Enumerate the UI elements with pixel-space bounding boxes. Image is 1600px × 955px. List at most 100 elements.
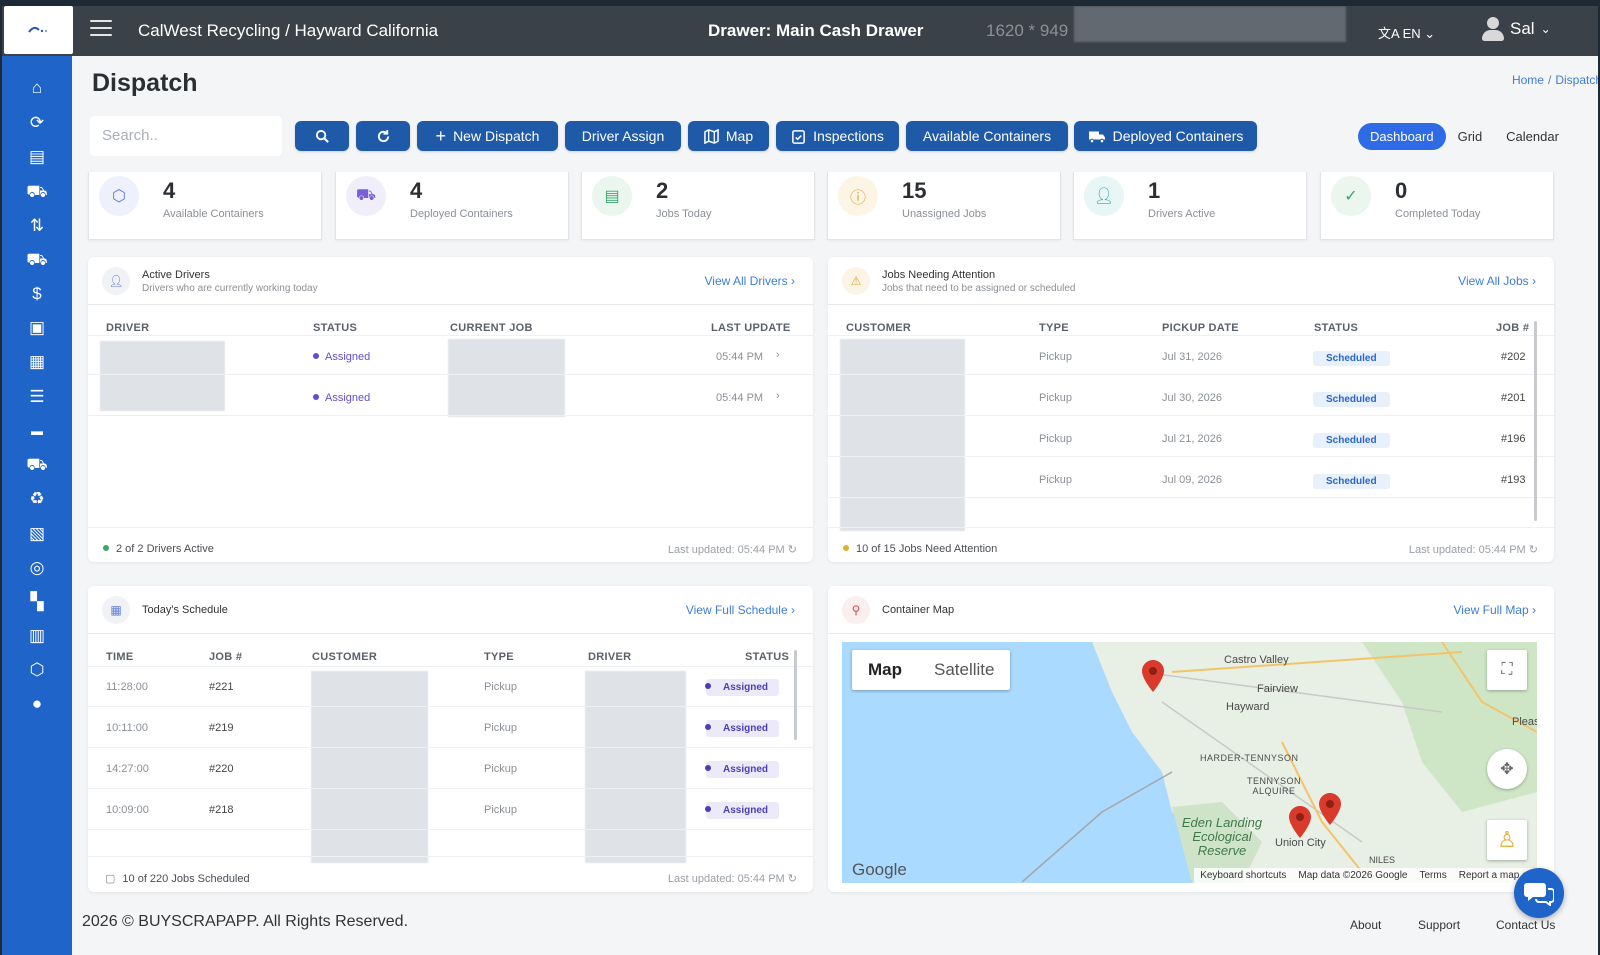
panel-header: ⚠ Jobs Needing Attention Jobs that need … [828, 257, 1554, 305]
map-marker-icon[interactable] [1142, 660, 1164, 692]
pegman-icon[interactable]: ♙ [1487, 820, 1527, 860]
redacted-driver-names [100, 341, 225, 411]
stat-value: 1 [1148, 178, 1161, 203]
job-type: Pickup [484, 763, 518, 775]
recycle-icon[interactable]: ♻ [29, 489, 45, 508]
column-header: PICKUP DATE [1162, 322, 1239, 334]
job-number: #221 [209, 681, 234, 693]
job-type: Pickup [1039, 392, 1073, 404]
user-icon[interactable]: ● [31, 694, 43, 713]
column-header: LAST UPDATE [711, 322, 791, 334]
map-marker-icon[interactable] [1289, 806, 1311, 838]
map-label: Fairview [1257, 683, 1298, 695]
dashboard-icon[interactable]: ▚ [30, 592, 44, 611]
map-marker-icon[interactable] [1319, 793, 1341, 825]
pickup-date: Jul 31, 2026 [1162, 351, 1222, 363]
available-containers-button[interactable]: Available Containers [906, 121, 1068, 151]
trailer-icon[interactable]: ▬ [31, 424, 43, 438]
search-input[interactable]: Search.. [90, 116, 282, 156]
inspections-button[interactable]: Inspections [776, 121, 899, 151]
job-type: Pickup [484, 722, 518, 734]
view-full-map-link[interactable]: View Full Map › [1453, 603, 1536, 617]
stat-value: 2 [656, 178, 669, 203]
keyboard-shortcuts-link[interactable]: Keyboard shortcuts [1200, 870, 1287, 881]
column-header: STATUS [313, 322, 358, 334]
map-label: HARDER-TENNYSON [1200, 753, 1299, 763]
terms-link[interactable]: Terms [1419, 870, 1447, 881]
receipt-icon[interactable]: ▤ [28, 147, 46, 166]
driver-assign-label: Driver Assign [581, 128, 665, 144]
status-badge: Assigned [705, 720, 780, 737]
invoice-icon[interactable]: $ [32, 284, 42, 303]
report-map-error-link[interactable]: Report a map er [1458, 870, 1531, 881]
panel-header: ⚲ Container Map View Full Map › [828, 586, 1554, 634]
view-dashboard[interactable]: Dashboard [1358, 123, 1446, 150]
new-dispatch-button[interactable]: + New Dispatch [417, 121, 558, 151]
column-header: JOB # [1496, 322, 1530, 334]
panel-title: Today's Schedule [142, 604, 228, 616]
job-type: Pickup [1039, 351, 1073, 363]
deployed-containers-button[interactable]: Deployed Containers [1074, 121, 1257, 151]
inspections-label: Inspections [813, 128, 884, 144]
truck-moving-icon[interactable]: ⛟ [26, 455, 48, 474]
chat-button[interactable] [1514, 868, 1564, 918]
panel-title: Container Map [882, 604, 955, 616]
sliders-icon[interactable]: ☰ [29, 387, 45, 406]
user-menu[interactable]: Sal ⌄ [1482, 17, 1551, 41]
last-updated: Last updated: 05:44 PM ↻ [1408, 544, 1538, 556]
breadcrumb-home[interactable]: Home [1511, 73, 1544, 87]
column-header: STATUS [745, 651, 790, 663]
box-icon: ⬡ [99, 176, 139, 216]
view-grid[interactable]: Grid [1457, 129, 1483, 144]
support-link[interactable]: Support [1418, 918, 1461, 932]
home-icon[interactable]: ⌂ [31, 78, 43, 97]
stat-value: 4 [163, 178, 176, 203]
refresh-icon: ↻ [1528, 544, 1538, 556]
satellite-tab[interactable]: Satellite [934, 660, 995, 679]
drawer-title: Drawer: Main Cash Drawer [708, 21, 924, 40]
view-toggle: Dashboard Grid Calendar [1358, 122, 1571, 151]
forklift-icon[interactable]: ⛟ [26, 182, 48, 201]
table-icon[interactable]: ▦ [28, 352, 46, 371]
chevron-down-icon: ⌄ [1420, 26, 1436, 41]
map-canvas[interactable]: Map Satellite ⛶ ✥ ♙ Castro Valley Fairvi… [842, 642, 1537, 883]
chevron-right-icon[interactable]: › [776, 349, 780, 361]
file-import-icon[interactable]: ▣ [28, 318, 46, 337]
job-number: #196 [1501, 433, 1526, 445]
document-icon[interactable]: ▥ [28, 626, 46, 645]
chevron-right-icon[interactable]: › [776, 390, 780, 402]
schedule-time: 10:11:00 [106, 722, 149, 734]
map-button[interactable]: Map [688, 121, 769, 151]
about-link[interactable]: About [1350, 918, 1382, 932]
search-button[interactable] [295, 121, 349, 151]
view-calendar[interactable]: Calendar [1506, 129, 1559, 144]
boxes-icon[interactable]: ⬡ [29, 660, 45, 679]
truck-icon[interactable]: ⛟ [26, 250, 48, 269]
contact-link[interactable]: Contact Us [1496, 918, 1556, 932]
panel-subtitle: Drivers who are currently working today [142, 283, 318, 294]
app-logo[interactable] [4, 6, 73, 54]
exchange-icon[interactable]: ⟳ [29, 113, 45, 132]
truck-icon [1088, 131, 1105, 143]
truck-icon: ⛟ [346, 176, 386, 216]
scrollbar[interactable] [1534, 321, 1537, 521]
sort-icon[interactable]: ⇅ [29, 216, 45, 235]
menu-toggle-icon[interactable] [90, 20, 112, 40]
job-type: Pickup [484, 804, 518, 816]
coins-icon[interactable]: ◎ [29, 558, 45, 577]
view-all-drivers-link[interactable]: View All Drivers › [704, 274, 795, 288]
refresh-button[interactable] [356, 121, 410, 151]
fullscreen-icon[interactable]: ⛶ [1487, 650, 1527, 690]
report-icon[interactable]: ▧ [28, 524, 46, 543]
chat-icon [1524, 883, 1554, 906]
job-number: #202 [1501, 351, 1526, 363]
view-full-schedule-link[interactable]: View Full Schedule › [685, 603, 795, 617]
clipboard-icon: ▤ [592, 176, 632, 216]
map-tab[interactable]: Map [868, 660, 902, 679]
driver-assign-button[interactable]: Driver Assign [565, 121, 681, 151]
view-all-jobs-link[interactable]: View All Jobs › [1458, 274, 1536, 288]
language-selector[interactable]: 文A EN ⌄ [1378, 23, 1435, 42]
status-badge: Scheduled [1313, 433, 1390, 448]
scrollbar[interactable] [794, 650, 797, 740]
pan-control-icon[interactable]: ✥ [1487, 749, 1527, 789]
